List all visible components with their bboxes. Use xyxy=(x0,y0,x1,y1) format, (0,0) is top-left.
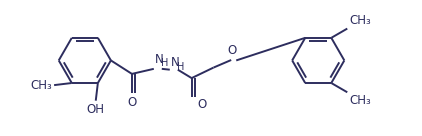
Text: H: H xyxy=(176,62,184,72)
Text: O: O xyxy=(227,44,237,57)
Text: CH₃: CH₃ xyxy=(349,94,371,106)
Text: O: O xyxy=(127,96,137,109)
Text: OH: OH xyxy=(87,103,105,116)
Text: H: H xyxy=(160,58,168,68)
Text: CH₃: CH₃ xyxy=(30,79,52,92)
Text: N: N xyxy=(155,53,164,66)
Text: N: N xyxy=(171,56,180,69)
Text: CH₃: CH₃ xyxy=(349,14,371,27)
Text: O: O xyxy=(197,98,206,111)
